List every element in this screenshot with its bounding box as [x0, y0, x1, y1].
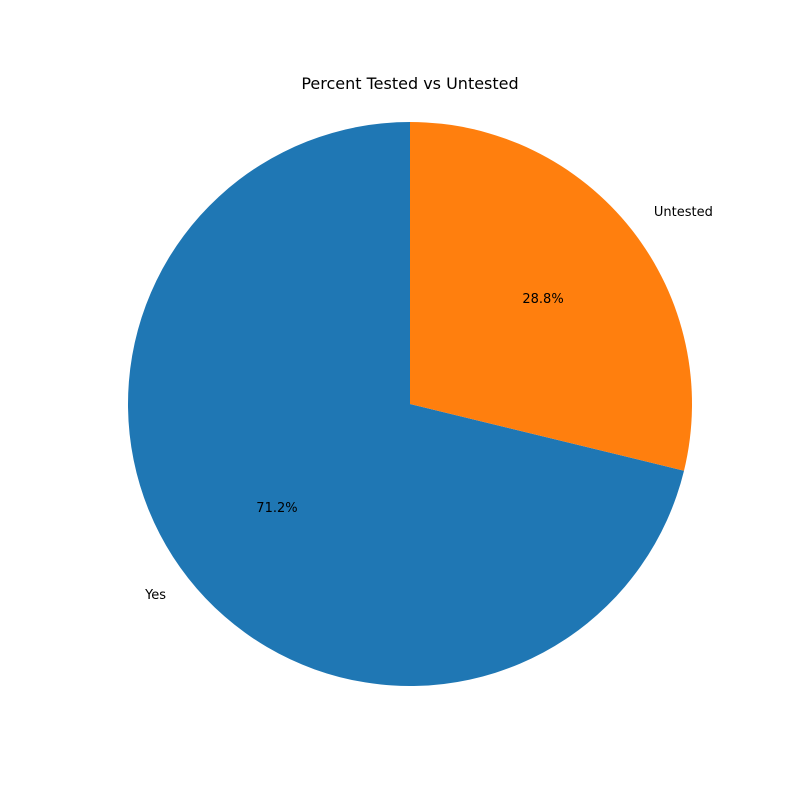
pie-slice-untested: [410, 122, 692, 471]
pct-label-yes: 71.2%: [256, 501, 297, 516]
pie-slice-yes: [127, 122, 685, 686]
slice-label-untested: Untested: [654, 205, 713, 220]
chart-title: Percent Tested vs Untested: [301, 74, 518, 93]
pie-labels: 71.2% Yes 28.8% Untested: [144, 205, 713, 603]
pct-label-untested: 28.8%: [522, 292, 563, 307]
pie-slices: [127, 122, 692, 686]
slice-label-yes: Yes: [144, 588, 166, 603]
